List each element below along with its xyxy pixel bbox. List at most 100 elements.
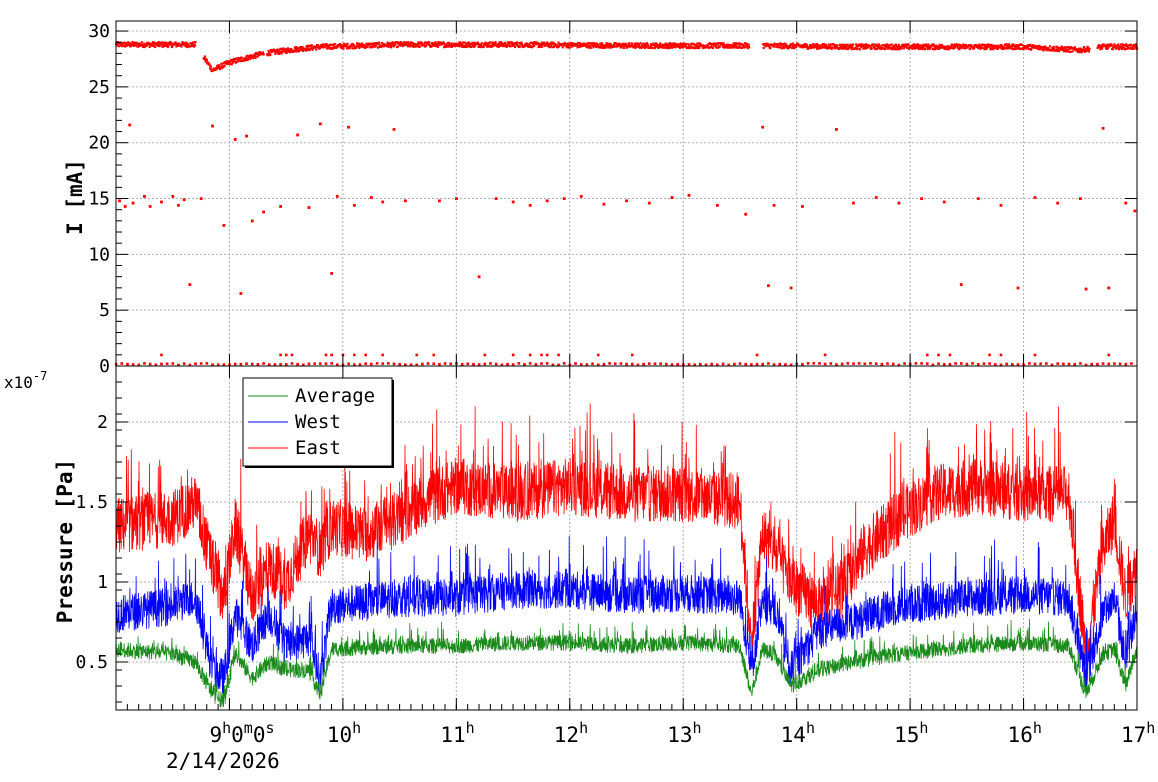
current-data-point [621,45,624,48]
current-data-point [447,41,450,44]
current-data-point [912,43,915,46]
current-baseline-spike [988,353,991,357]
current-data-point [831,46,834,49]
current-data-point [1044,45,1047,48]
current-y-tick-label: 10 [88,244,110,265]
current-data-point [865,43,868,46]
current-baseline-point [126,362,129,366]
current-data-point [1084,50,1087,53]
current-outlier-point [976,197,980,201]
current-data-point [1069,50,1072,54]
current-outlier-point [392,128,396,131]
current-baseline-point [835,363,838,366]
current-baseline-point [307,362,311,366]
current-data-point [557,41,560,44]
current-data-point [448,45,451,48]
current-data-point [1052,47,1056,50]
current-baseline-point [993,363,997,366]
current-data-point [932,43,935,46]
current-data-point [482,45,485,48]
current-data-point [726,46,729,49]
current-data-point [434,41,437,44]
current-baseline-point [630,362,634,366]
pressure-panel: 0.5 1 1.5 2 Pressure [Pa] x10-7 Average Wes… [4,365,1155,773]
current-data-point [204,59,207,62]
current-data-point [599,44,602,48]
current-data-point [1012,43,1015,46]
current-data-point [488,45,491,48]
current-data-point [637,43,640,46]
current-data-point [733,46,736,49]
current-baseline-point [869,362,872,365]
current-data-point [917,48,920,51]
current-data-point [244,57,247,61]
current-outlier-point [148,205,152,208]
current-baseline-point [976,363,980,366]
current-data-point [607,46,610,49]
current-data-point [530,41,533,45]
current-baseline-spike [290,353,294,357]
current-data-point [464,44,468,47]
current-data-point [287,48,290,51]
current-data-point [622,46,625,49]
current-data-point [151,41,154,44]
current-data-point [131,41,134,44]
current-data-point [828,46,831,50]
current-data-point [1125,43,1128,46]
current-data-point [643,42,646,46]
current-data-point [158,45,161,48]
current-data-point [331,47,334,51]
current-data-point [511,44,514,48]
current-data-point [497,42,501,45]
current-data-point [132,42,135,45]
current-data-point [954,43,957,46]
current-data-point [790,43,793,46]
current-baseline-point [477,363,481,366]
current-data-point [463,41,467,44]
current-baseline-spike [364,353,367,357]
current-data-point [205,60,208,64]
current-data-point [964,43,968,47]
current-data-point [649,44,652,48]
current-data-point [980,46,983,49]
current-data-point [184,43,187,46]
current-data-point [921,47,924,51]
current-data-point [473,45,477,48]
current-outlier-point [1133,209,1137,213]
current-baseline-point [160,362,163,366]
current-data-point [276,48,279,51]
current-baseline-point [1011,363,1014,366]
current-data-point [276,50,280,53]
current-data-point [958,47,961,50]
current-baseline-spike [937,353,940,357]
current-data-point [948,48,951,51]
current-data-point [218,64,221,67]
current-data-point [324,45,327,48]
current-data-point [682,44,685,47]
current-baseline-point [704,363,708,367]
current-data-point [236,57,239,60]
current-data-point [153,41,156,44]
current-data-point [595,45,598,49]
current-data-point [800,46,803,49]
current-data-point [687,43,690,46]
current-data-point [352,44,355,47]
current-data-point [940,43,944,47]
current-baseline-point [438,362,441,366]
current-outlier-point [1078,197,1082,201]
current-data-point [1124,44,1127,47]
current-baseline-point [506,362,509,366]
current-data-point [1096,46,1099,50]
current-data-point [532,42,535,46]
current-data-point [301,46,304,49]
current-data-point [864,45,867,49]
current-data-point [411,42,414,45]
current-outlier-point [352,203,356,207]
current-data-point [1014,45,1018,49]
current-data-point [1062,46,1065,50]
current-baseline-point [222,363,226,366]
current-data-point [887,44,890,47]
current-data-point [1132,47,1136,50]
current-data-point [1038,44,1041,47]
current-data-point [938,45,941,48]
